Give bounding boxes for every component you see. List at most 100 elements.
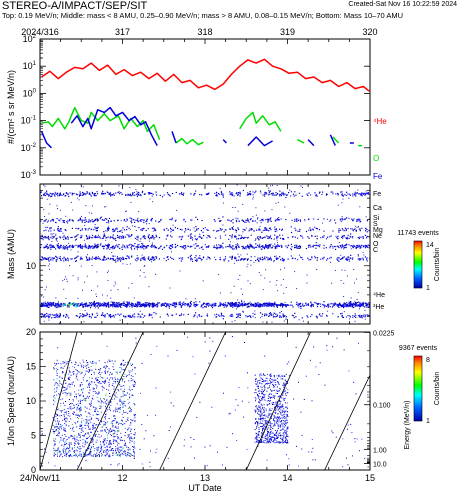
species-label: S (373, 221, 378, 228)
mass-event (282, 314, 285, 316)
mass-event (85, 302, 87, 304)
mass-event (357, 246, 359, 248)
speed-event (97, 414, 98, 416)
mass-event (289, 189, 291, 191)
mass-event (365, 306, 367, 308)
speed-event (68, 377, 70, 379)
speed-event (79, 406, 81, 408)
speed-event (76, 396, 77, 397)
speed-event (66, 453, 68, 455)
mass-event (74, 257, 76, 259)
mass-event (271, 304, 273, 306)
mass-event (249, 192, 251, 195)
mass-event (180, 314, 182, 316)
mass-event (360, 316, 362, 318)
speed-event (72, 400, 74, 402)
mass-event (327, 306, 329, 308)
mass-event (287, 304, 289, 306)
mass-event (126, 244, 128, 247)
mass-event (246, 237, 249, 239)
mass-event (245, 221, 247, 223)
mass-event (274, 228, 276, 231)
mass-event (107, 220, 109, 222)
mass-event (165, 306, 167, 308)
mass-event (112, 258, 114, 260)
mass-event (362, 305, 364, 307)
speed-event (112, 425, 114, 426)
mass-event (136, 195, 138, 198)
mass-event (272, 245, 274, 247)
speed-event (70, 403, 71, 405)
speed-event (108, 456, 110, 458)
mass-event (46, 243, 48, 245)
mass-event (356, 192, 358, 194)
speed-event (120, 432, 122, 434)
mass-event (109, 315, 111, 317)
mass-event (140, 220, 142, 222)
mass-event (241, 301, 243, 303)
mass-event (137, 313, 139, 315)
mass-event (79, 244, 81, 246)
speed-event (113, 363, 115, 365)
mass-event (108, 222, 110, 224)
mass-event (358, 316, 360, 318)
speed-event (85, 453, 87, 455)
mass-event (65, 215, 67, 217)
speed-event (92, 425, 94, 426)
mass-event (354, 305, 356, 307)
mass-event (144, 315, 146, 317)
mass-event (58, 229, 60, 232)
mass-event (136, 260, 138, 262)
mass-event (364, 194, 366, 196)
speed-event (134, 429, 136, 430)
mass-event (65, 298, 67, 299)
mass-event (46, 221, 49, 223)
mass-event (137, 236, 139, 238)
mass-event (279, 315, 281, 317)
speed-event (92, 398, 94, 400)
mass-event (332, 230, 334, 232)
mass-event (77, 297, 79, 299)
speed-event (133, 445, 135, 447)
mass-event (207, 235, 209, 237)
mass-event (248, 230, 250, 232)
speed-event (88, 454, 89, 456)
mass-event (221, 245, 223, 247)
mass-event (354, 303, 356, 305)
mass-event (174, 306, 176, 308)
mass-event (91, 205, 93, 207)
mass-event (49, 245, 51, 247)
speed-event (64, 453, 66, 455)
mass-event (94, 226, 96, 228)
mass-event (311, 257, 313, 259)
mass-event (353, 244, 355, 246)
mass-event (57, 195, 59, 197)
mass-event (319, 244, 321, 246)
mass-event (63, 256, 65, 258)
mass-event (319, 191, 321, 193)
mass-event (40, 246, 42, 248)
mass-event (91, 265, 93, 266)
mass-event (245, 236, 247, 238)
mass-event (355, 247, 357, 249)
mass-event (132, 315, 134, 317)
mass-event (296, 245, 298, 247)
speed-event (88, 422, 90, 424)
series-label-o: O (373, 154, 379, 163)
mass-event (142, 303, 145, 305)
mass-event (338, 231, 340, 233)
mass-event (114, 259, 116, 262)
mass-event (134, 305, 136, 307)
mass-event (298, 319, 300, 321)
speed-event (98, 401, 100, 403)
mass-event (97, 258, 99, 260)
speed-event (124, 450, 126, 452)
mass-event (353, 269, 355, 270)
speed-event (109, 446, 111, 448)
mass-event (298, 303, 300, 305)
mass-event (96, 227, 98, 229)
mass-event (181, 258, 183, 260)
speed-event (70, 394, 72, 396)
mass-event (316, 304, 319, 306)
mass-event (315, 227, 317, 229)
